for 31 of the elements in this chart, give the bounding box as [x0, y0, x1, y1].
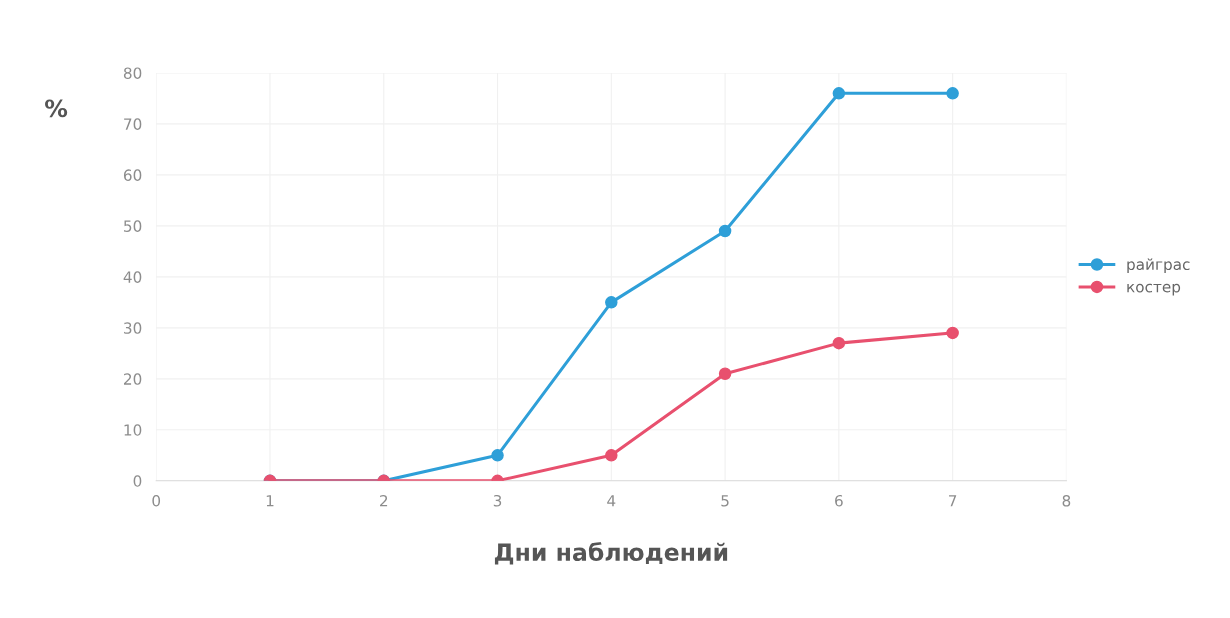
point: [718, 367, 732, 380]
point: [491, 449, 504, 462]
x-axis-title: Дни наблюдений: [494, 542, 728, 565]
x-tick-label: 7: [949, 495, 957, 507]
x-tick-label: 8: [1062, 494, 1071, 507]
x-tick-label: 6: [835, 494, 843, 507]
x-tick-label: 2: [380, 494, 388, 507]
legend-label: костер: [1127, 283, 1181, 296]
x-tick-label: 4: [607, 495, 616, 507]
y-tick-label: 20: [124, 373, 142, 385]
point: [946, 326, 959, 340]
y-tick-label: 80: [123, 67, 142, 79]
x-tick-label: 1: [266, 495, 274, 507]
y-tick-label: 60: [123, 169, 142, 181]
point: [605, 449, 618, 462]
legend-label: райграс: [1127, 258, 1190, 274]
y-tick-label: 0: [133, 475, 142, 487]
y-tick-label: 30: [124, 322, 142, 334]
point: [718, 224, 732, 238]
y-axis-title: %: [45, 99, 68, 118]
x-tick-label: 3: [493, 494, 502, 507]
y-tick-label: 70: [124, 118, 142, 130]
point: [946, 87, 959, 100]
point: [832, 87, 846, 100]
point: [605, 296, 618, 309]
y-tick-label: 10: [124, 424, 142, 436]
y-tick-label: 40: [123, 271, 142, 283]
x-tick-label: 5: [721, 495, 729, 507]
y-tick-label: 50: [124, 220, 142, 232]
x-tick-label: 0: [152, 494, 161, 507]
point: [832, 336, 846, 350]
